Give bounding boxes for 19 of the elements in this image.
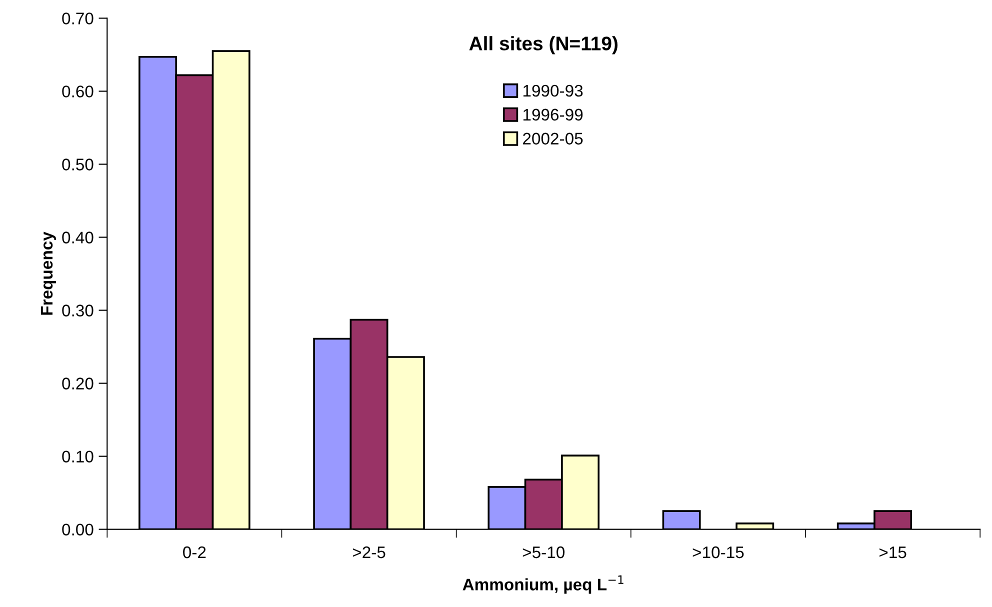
y-tick-label: 0.10	[62, 450, 94, 462]
text: All sites (N=119)	[469, 36, 618, 54]
y-tick-label: 0.30	[62, 304, 94, 316]
y-tick-label: 0.60	[62, 86, 94, 98]
y-tick-label: 0.20	[62, 378, 94, 390]
x-tick-label: >10-15	[692, 546, 744, 558]
legend-label: 1990-93	[523, 84, 583, 97]
x-axis-title: Ammonium, µeq L$^{−1}$	[462, 575, 624, 594]
y-tick-label: 0.50	[62, 158, 94, 170]
x-tick-label: >15	[879, 546, 906, 558]
x-tick-label: >2-5	[352, 546, 386, 558]
legend-label: 1996-99	[523, 108, 583, 121]
y-axis-title: Frequency	[41, 232, 56, 315]
x-tick-label: >5-10	[522, 546, 565, 558]
x-tick-label: 0-2	[183, 546, 206, 558]
y-tick-label: 0.00	[62, 524, 94, 536]
y-tick-label: 0.40	[62, 232, 94, 244]
y-tick-label: 0.70	[62, 12, 94, 24]
legend-label: 2002-05	[523, 132, 583, 145]
